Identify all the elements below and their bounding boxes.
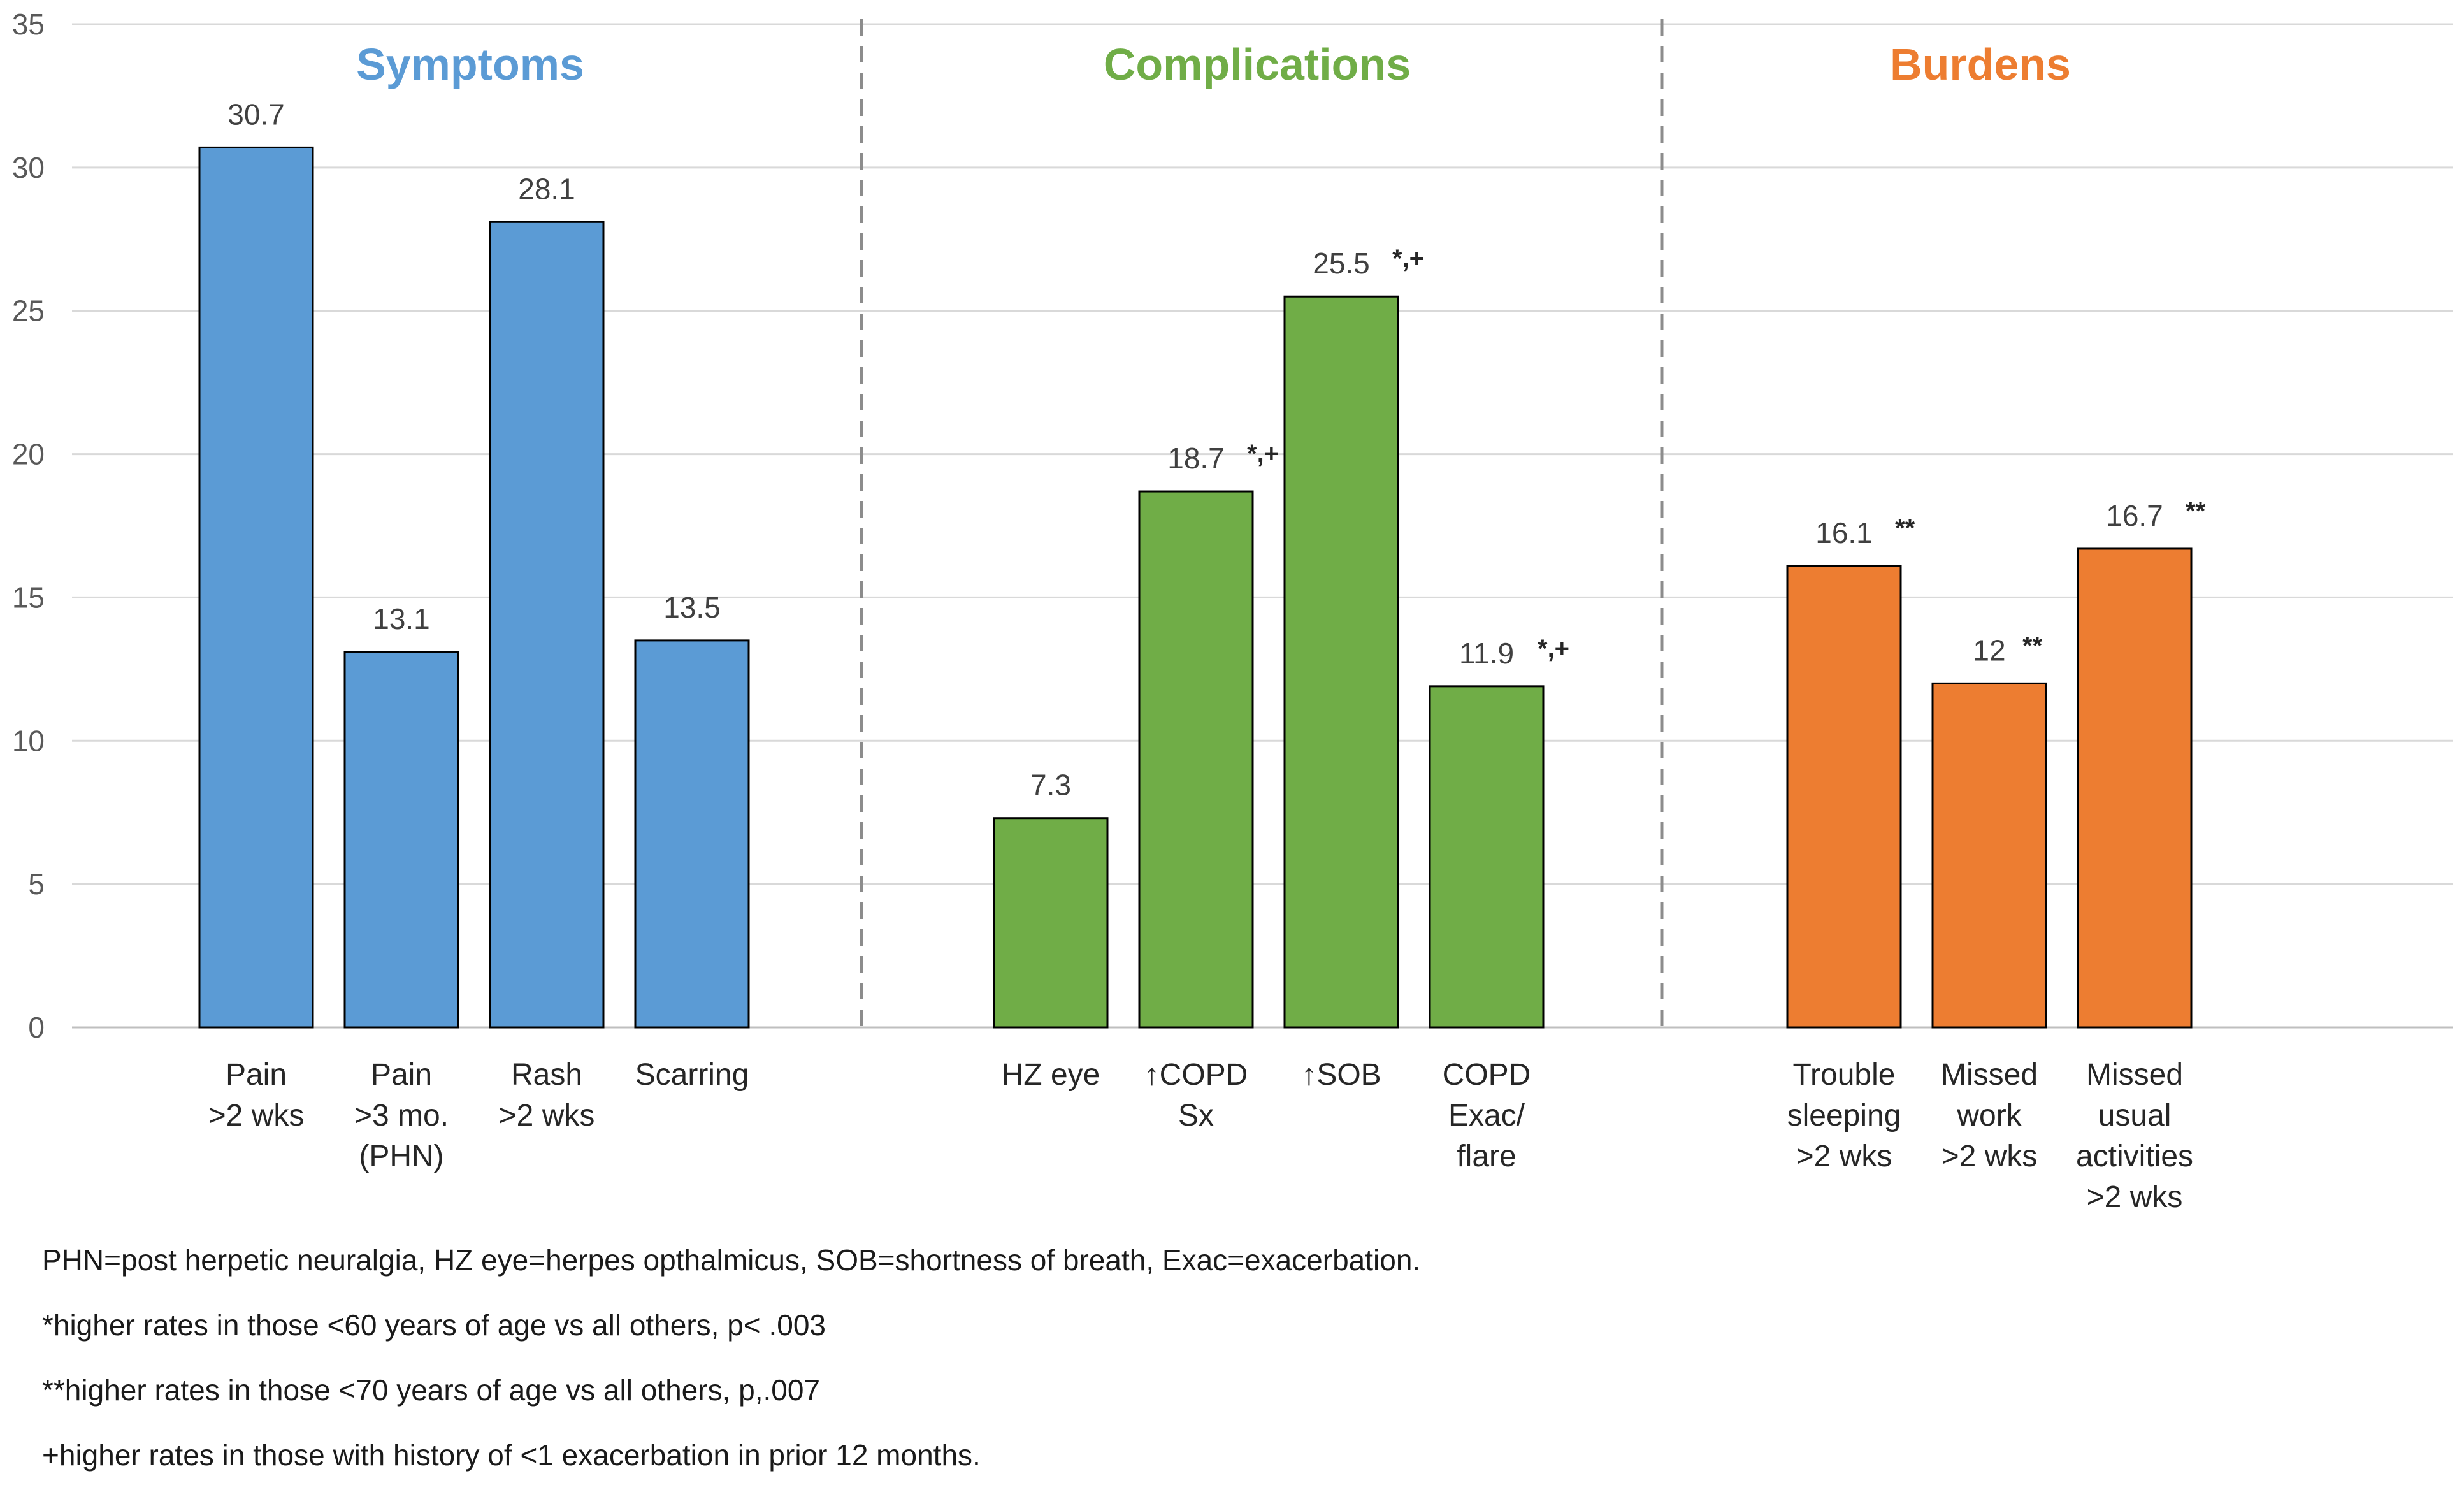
data-label: 7.3 bbox=[1030, 769, 1071, 802]
footnote-abbreviations: PHN=post herpetic neuralgia, HZ eye=herp… bbox=[42, 1243, 1421, 1277]
category-label-line: Sx bbox=[1178, 1099, 1214, 1133]
bar bbox=[1138, 490, 1254, 1029]
y-tick-label: 35 bbox=[12, 8, 45, 41]
category-label-line: flare bbox=[1457, 1140, 1516, 1173]
significance-marker: ** bbox=[1895, 514, 1915, 542]
category-label-line: ↑SOB bbox=[1301, 1058, 1381, 1092]
category-label: Scarring bbox=[635, 1058, 749, 1092]
category-label-line: >2 wks bbox=[1942, 1140, 2038, 1173]
bar bbox=[1931, 682, 2047, 1029]
category-label: Missed work >2 wks bbox=[1941, 1058, 2038, 1173]
significance-marker: *,+ bbox=[1392, 245, 1424, 273]
bar bbox=[2077, 547, 2193, 1029]
y-tick-label: 10 bbox=[12, 724, 45, 757]
bar bbox=[489, 221, 605, 1029]
bar bbox=[343, 651, 459, 1029]
category-label-line: >3 mo. bbox=[354, 1099, 449, 1133]
significance-marker: *,+ bbox=[1538, 635, 1569, 663]
category-label: Trouble sleeping >2 wks bbox=[1787, 1058, 1901, 1173]
data-label: 28.1 bbox=[518, 172, 575, 205]
bar bbox=[634, 639, 750, 1029]
category-label-line: Missed bbox=[2086, 1058, 2183, 1092]
bar bbox=[993, 817, 1109, 1029]
data-label: 18.7 bbox=[1167, 442, 1225, 475]
category-label: HZ eye bbox=[1002, 1058, 1100, 1092]
category-label-line: Scarring bbox=[635, 1058, 749, 1092]
category-label: Missed usual activities >2 wks bbox=[2076, 1058, 2193, 1214]
category-label-line: Pain bbox=[371, 1058, 432, 1092]
category-label-line: >2 wks bbox=[2087, 1180, 2183, 1214]
category-label-line: ↑COPD bbox=[1144, 1058, 1248, 1092]
category-label: Pain >2 wks bbox=[208, 1058, 305, 1133]
category-label-line: >2 wks bbox=[499, 1099, 595, 1133]
bar bbox=[1786, 565, 1902, 1029]
data-label: 30.7 bbox=[227, 98, 285, 131]
footnote-single-asterisk: *higher rates in those <60 years of age … bbox=[42, 1308, 826, 1342]
significance-marker: ** bbox=[2022, 632, 2043, 660]
data-label: 25.5 bbox=[1313, 247, 1370, 280]
category-label-line: Missed bbox=[1941, 1058, 2038, 1092]
category-label: COPD Exac/flare bbox=[1443, 1058, 1531, 1173]
y-tick-label: 0 bbox=[28, 1011, 45, 1044]
category-label-line: Trouble bbox=[1793, 1058, 1896, 1092]
footnote-plus: +higher rates in those with history of <… bbox=[42, 1438, 981, 1472]
category-label-line: HZ eye bbox=[1002, 1058, 1100, 1092]
significance-marker: *,+ bbox=[1247, 440, 1279, 468]
category-label: Rash >2 wks bbox=[499, 1058, 595, 1133]
y-tick-label: 30 bbox=[12, 151, 45, 184]
category-label-line: >2 wks bbox=[1796, 1140, 1892, 1173]
category-label-line: Exac/ bbox=[1448, 1099, 1525, 1133]
category-label: ↑COPD Sx bbox=[1144, 1058, 1248, 1133]
category-label-line: activities bbox=[2076, 1140, 2193, 1173]
data-label: 13.5 bbox=[663, 591, 721, 624]
category-label-line: COPD bbox=[1443, 1058, 1531, 1092]
category-label: Pain >3 mo. (PHN) bbox=[354, 1058, 449, 1173]
bar-chart-svg: 0 5 10 15 20 25 30 35 Symptoms 30.7 Pain >2 wks 13.1… bbox=[12, 8, 2453, 1214]
y-tick-label: 15 bbox=[12, 581, 45, 614]
y-tick-label: 25 bbox=[12, 294, 45, 328]
bar bbox=[1429, 685, 1545, 1029]
category-label-line: usual bbox=[2098, 1099, 2172, 1133]
category-label-line: sleeping bbox=[1787, 1099, 1901, 1133]
footnote-double-asterisk: **higher rates in those <70 years of age… bbox=[42, 1373, 821, 1407]
data-label: 12 bbox=[1973, 634, 2005, 667]
data-label: 16.7 bbox=[2106, 499, 2163, 532]
y-tick-label: 5 bbox=[28, 867, 45, 901]
data-label: 13.1 bbox=[373, 602, 430, 635]
category-label-line: Pain bbox=[226, 1058, 287, 1092]
category-label-line: Rash bbox=[511, 1058, 582, 1092]
data-label: 11.9 bbox=[1459, 637, 1514, 670]
group-title: Complications bbox=[1104, 40, 1411, 89]
significance-marker: ** bbox=[2186, 497, 2206, 525]
category-label-line: (PHN) bbox=[359, 1140, 443, 1173]
category-label-line: work bbox=[1956, 1099, 2022, 1133]
group-title: Symptoms bbox=[356, 40, 584, 89]
category-label-line: >2 wks bbox=[208, 1099, 305, 1133]
data-label: 16.1 bbox=[1815, 516, 1873, 549]
bar bbox=[1283, 295, 1399, 1029]
y-tick-label: 20 bbox=[12, 438, 45, 471]
category-label: ↑SOB bbox=[1301, 1058, 1381, 1092]
group-title: Burdens bbox=[1890, 40, 2071, 89]
bar bbox=[198, 146, 314, 1029]
